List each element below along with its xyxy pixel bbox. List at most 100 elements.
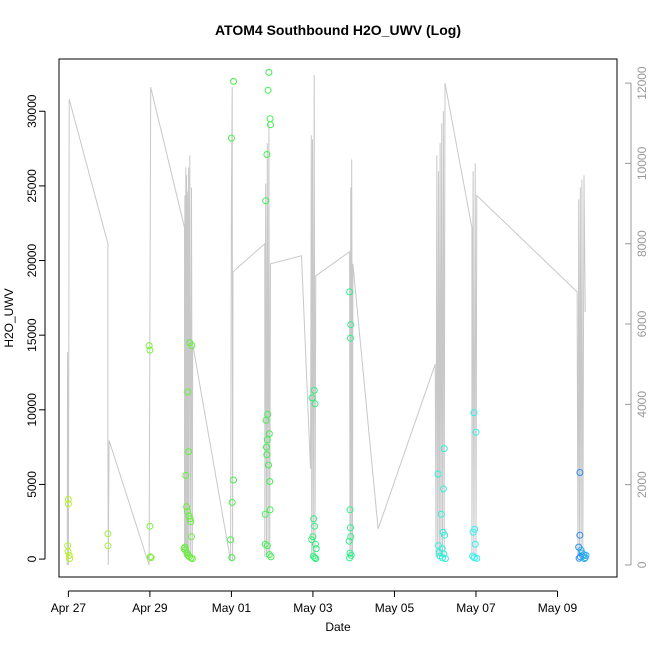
data-point: [263, 443, 270, 451]
data-point: [266, 506, 274, 514]
data-point: [186, 515, 194, 523]
data-point: [65, 551, 73, 559]
data-point: [439, 554, 446, 562]
data-point: [470, 409, 478, 417]
data-point: [227, 536, 235, 544]
data-point: [183, 503, 191, 511]
data-point: [434, 470, 442, 478]
y-tick-label: 5000: [25, 471, 39, 498]
data-point: [347, 321, 355, 329]
x-tick-label: May 01: [212, 601, 252, 615]
data-point: [345, 537, 353, 545]
data-point: [265, 430, 273, 438]
data-point: [310, 386, 318, 394]
data-point: [146, 346, 154, 354]
data-point: [346, 334, 354, 342]
data-point: [311, 540, 319, 548]
data-point: [576, 553, 584, 561]
data-point: [471, 540, 479, 548]
data-point: [267, 553, 275, 561]
x-tick-label: Apr 27: [51, 601, 87, 615]
y2-tick-label: 2000: [635, 471, 649, 498]
data-point: [439, 485, 447, 493]
data-point: [184, 388, 192, 396]
data-point: [228, 554, 236, 562]
data-point: [267, 121, 274, 129]
data-point: [230, 77, 237, 85]
y2-tick-label: 8000: [635, 230, 649, 257]
data-point: [188, 555, 196, 563]
data-point: [576, 531, 584, 539]
data-point: [265, 551, 273, 559]
data-point: [262, 416, 270, 424]
y-axis-left: 0 5000 10000 15000 20000 25000 30000: [25, 94, 46, 562]
data-point: [183, 507, 191, 515]
y-tick-label: 25000: [25, 169, 39, 203]
data-point: [230, 476, 237, 484]
plot-frame: [58, 58, 618, 578]
x-tick-label: May 03: [293, 601, 333, 615]
data-point: [265, 461, 272, 469]
data-point: [435, 548, 443, 556]
data-point: [185, 448, 193, 456]
data-point: [104, 542, 112, 550]
data-point: [308, 536, 316, 544]
y-tick-label: 30000: [25, 94, 39, 128]
y2-tick-label: 0: [635, 561, 649, 568]
data-point: [146, 522, 154, 530]
data-point: [188, 533, 195, 541]
data-point: [311, 554, 319, 562]
data-point: [187, 554, 195, 562]
y2-tick-label: 10000: [635, 146, 649, 180]
x-tick-label: May 05: [375, 601, 415, 615]
data-point: [469, 552, 477, 560]
x-axis-label: Date: [325, 620, 351, 634]
data-point: [228, 498, 236, 506]
data-point: [311, 522, 319, 530]
scatter-points-layer: [64, 68, 590, 563]
data-point: [261, 510, 269, 518]
x-tick-label: Apr 29: [132, 601, 168, 615]
data-point: [346, 524, 354, 532]
y-tick-label: 10000: [25, 393, 39, 427]
data-point: [578, 549, 586, 557]
data-point: [310, 515, 318, 523]
series-trace-line: [66, 75, 586, 566]
data-point: [263, 151, 271, 158]
x-tick-label: May 07: [456, 601, 496, 615]
y-tick-label: 20000: [25, 244, 39, 278]
data-point: [227, 134, 235, 142]
y2-tick-label: 6000: [635, 310, 649, 337]
x-axis: Apr 27 Apr 29 May 01 May 03 May 05 May 07 May …: [51, 590, 578, 615]
data-point: [266, 478, 274, 485]
data-point: [263, 451, 271, 459]
data-point: [188, 342, 196, 350]
data-point: [145, 342, 153, 350]
data-point: [262, 197, 270, 205]
data-point: [440, 550, 448, 558]
y-tick-label: 15000: [25, 318, 39, 352]
data-point: [473, 554, 481, 562]
data-point: [472, 428, 480, 436]
data-point: [312, 555, 320, 563]
data-point: [580, 555, 588, 563]
data-point: [347, 533, 355, 541]
data-point: [308, 394, 316, 402]
x-tick-label: May 09: [538, 601, 578, 615]
y-axis-right: 0 2000 4000 6000 8000 10000 12000: [625, 66, 649, 568]
data-point: [575, 554, 583, 562]
data-point: [263, 542, 271, 550]
data-point: [469, 528, 477, 536]
data-point: [264, 86, 272, 94]
y2-tick-label: 12000: [635, 66, 649, 100]
data-point: [64, 548, 72, 556]
y-tick-label: 0: [25, 555, 39, 562]
data-point: [576, 469, 584, 476]
data-point: [104, 530, 112, 538]
data-point: [146, 553, 154, 561]
data-point: [441, 555, 449, 563]
data-point: [437, 510, 445, 518]
data-point: [263, 436, 271, 444]
data-point: [346, 288, 354, 296]
